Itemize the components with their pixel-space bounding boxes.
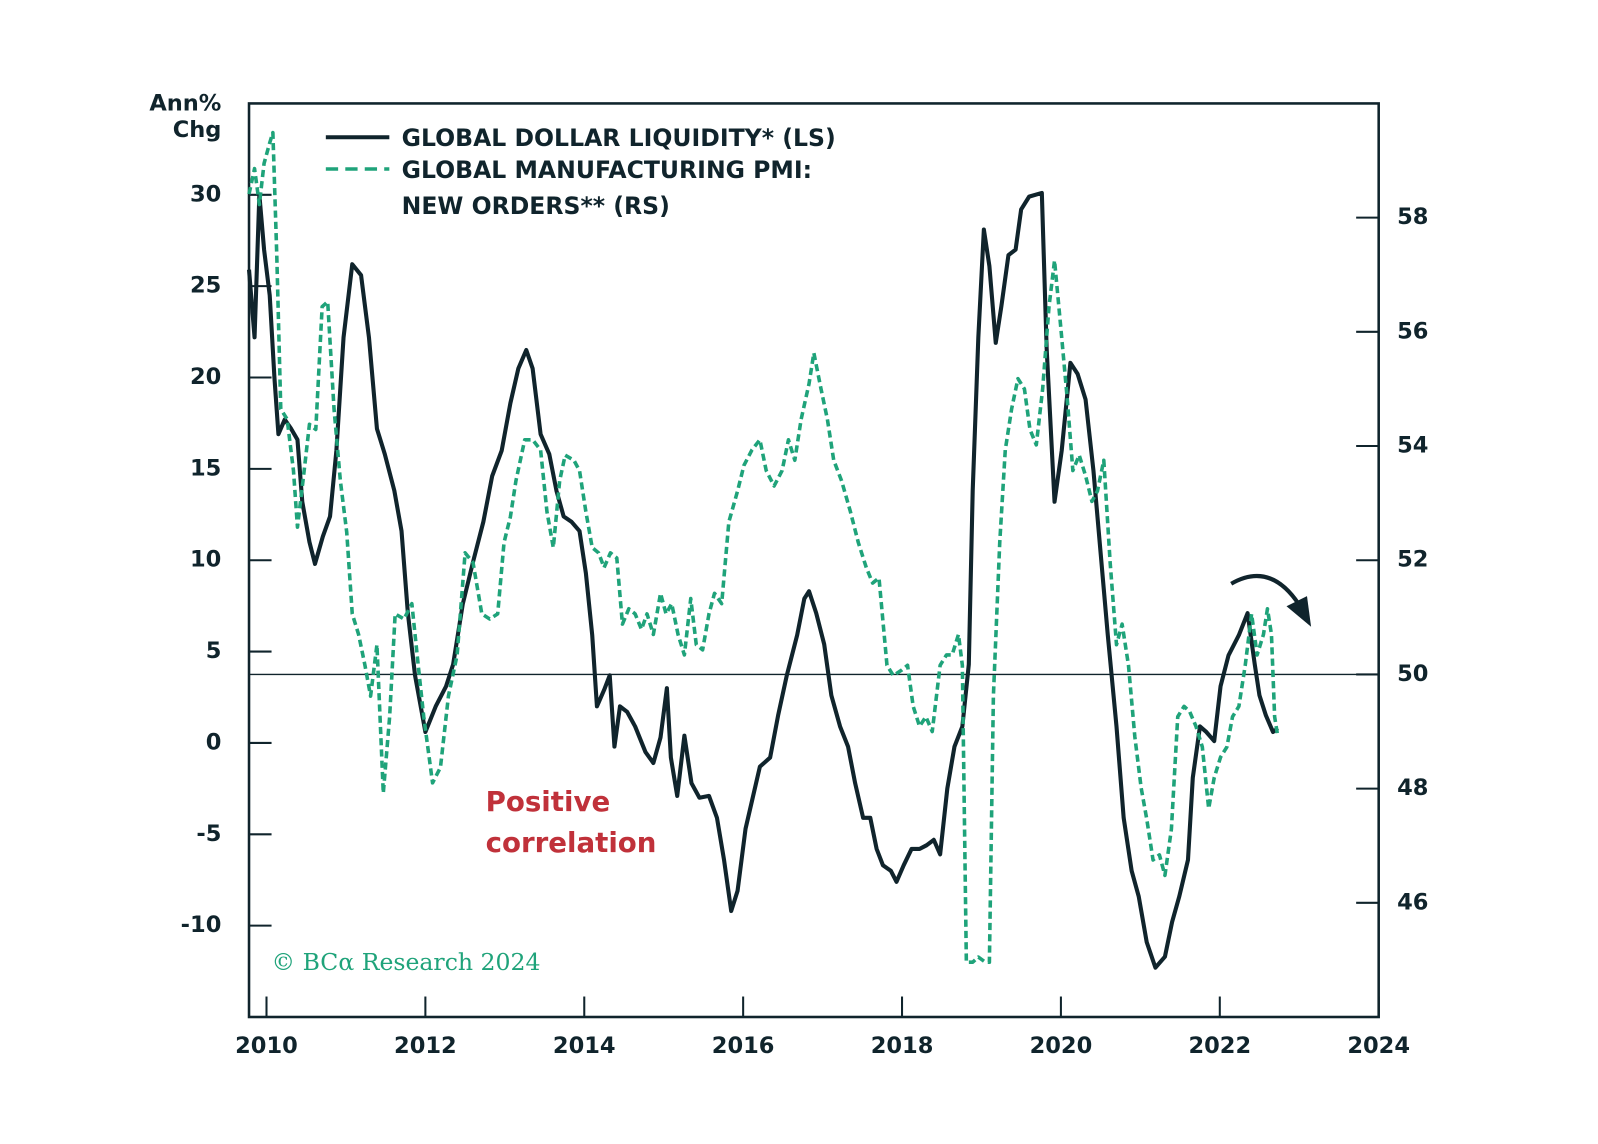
y-tick-label: 15 xyxy=(190,455,221,481)
plot-frame xyxy=(247,102,1380,1019)
y2-tick-label: 58 xyxy=(1397,204,1428,230)
y2-tick-label: 46 xyxy=(1397,889,1428,915)
y-tick-label: 0 xyxy=(206,729,222,755)
x-tick-label: 2022 xyxy=(1188,1033,1251,1059)
x-tick-label: 2014 xyxy=(553,1033,616,1059)
legend-label: GLOBAL MANUFACTURING PMI: NEW ORDERS** (R… xyxy=(402,156,812,220)
y-tick-label: 5 xyxy=(206,638,222,664)
y2-tick-label: 52 xyxy=(1397,547,1428,573)
x-tick-label: 2024 xyxy=(1347,1033,1410,1059)
y-tick-label: 10 xyxy=(190,547,221,573)
copyright: © BCα Research 2024 xyxy=(272,948,541,976)
x-tick-label: 2018 xyxy=(871,1033,934,1059)
series-line xyxy=(246,190,1280,970)
x-tick-label: 2010 xyxy=(235,1033,298,1059)
x-tick-label: 2020 xyxy=(1030,1033,1093,1059)
series-line xyxy=(247,130,1280,965)
y-tick-label: -5 xyxy=(196,821,221,847)
y-tick-label: 30 xyxy=(190,181,221,207)
y2-tick-label: 56 xyxy=(1397,318,1428,344)
y-axis-label: Ann% Chg xyxy=(149,90,221,143)
y2-tick-label: 48 xyxy=(1397,775,1428,801)
arrow xyxy=(1230,574,1301,606)
y-tick-label: 25 xyxy=(190,273,221,299)
x-tick-label: 2016 xyxy=(712,1033,775,1059)
y2-tick-label: 54 xyxy=(1397,433,1428,459)
legend-label: GLOBAL DOLLAR LIQUIDITY* (LS) xyxy=(402,124,836,152)
y2-tick-label: 50 xyxy=(1397,661,1428,687)
annotation: Positive correlation xyxy=(486,785,657,859)
arrow-head xyxy=(1286,596,1312,627)
x-tick-label: 2012 xyxy=(394,1033,457,1059)
y-tick-label: -10 xyxy=(181,912,222,938)
y-tick-label: 20 xyxy=(190,364,221,390)
